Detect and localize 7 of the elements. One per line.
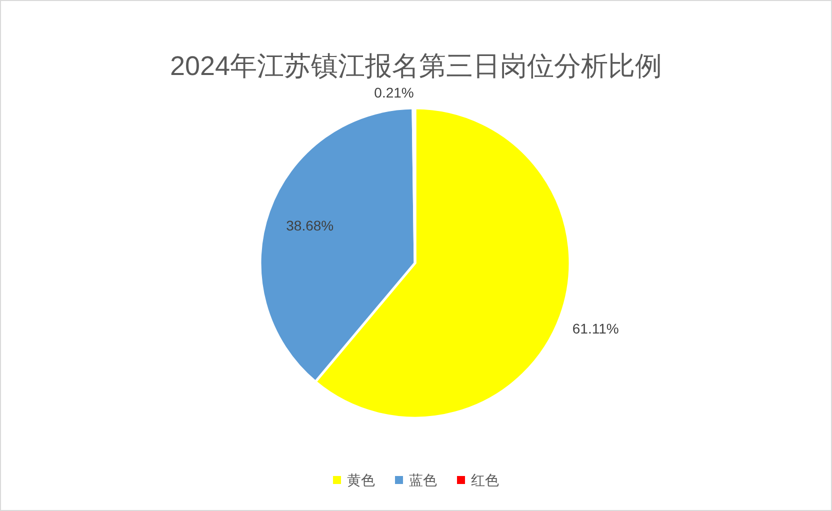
chart-title: 2024年江苏镇江报名第三日岗位分析比例 — [170, 51, 662, 81]
legend-label: 黄色 — [347, 472, 375, 488]
data-label: 61.11% — [572, 320, 619, 337]
legend-label: 红色 — [471, 472, 499, 488]
data-label: 0.21% — [374, 84, 414, 101]
data-label: 38.68% — [286, 218, 334, 234]
legend-label: 蓝色 — [409, 472, 437, 488]
